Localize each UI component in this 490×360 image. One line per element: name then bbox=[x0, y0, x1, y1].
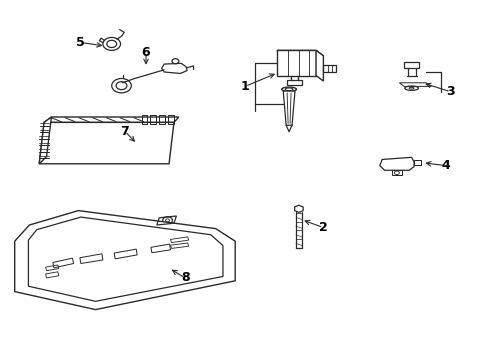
Polygon shape bbox=[316, 50, 323, 81]
Text: 4: 4 bbox=[441, 159, 450, 172]
Text: 1: 1 bbox=[241, 80, 249, 93]
Text: 7: 7 bbox=[121, 125, 129, 138]
Polygon shape bbox=[39, 117, 51, 164]
Polygon shape bbox=[44, 117, 179, 122]
Polygon shape bbox=[15, 211, 235, 310]
Ellipse shape bbox=[282, 87, 296, 91]
Text: 5: 5 bbox=[76, 36, 85, 49]
Polygon shape bbox=[283, 91, 295, 125]
Text: 6: 6 bbox=[142, 46, 150, 59]
Polygon shape bbox=[277, 50, 316, 76]
Polygon shape bbox=[277, 50, 323, 56]
Text: 2: 2 bbox=[319, 221, 328, 234]
Polygon shape bbox=[39, 122, 174, 164]
Text: 3: 3 bbox=[446, 85, 455, 98]
Text: 8: 8 bbox=[181, 271, 190, 284]
